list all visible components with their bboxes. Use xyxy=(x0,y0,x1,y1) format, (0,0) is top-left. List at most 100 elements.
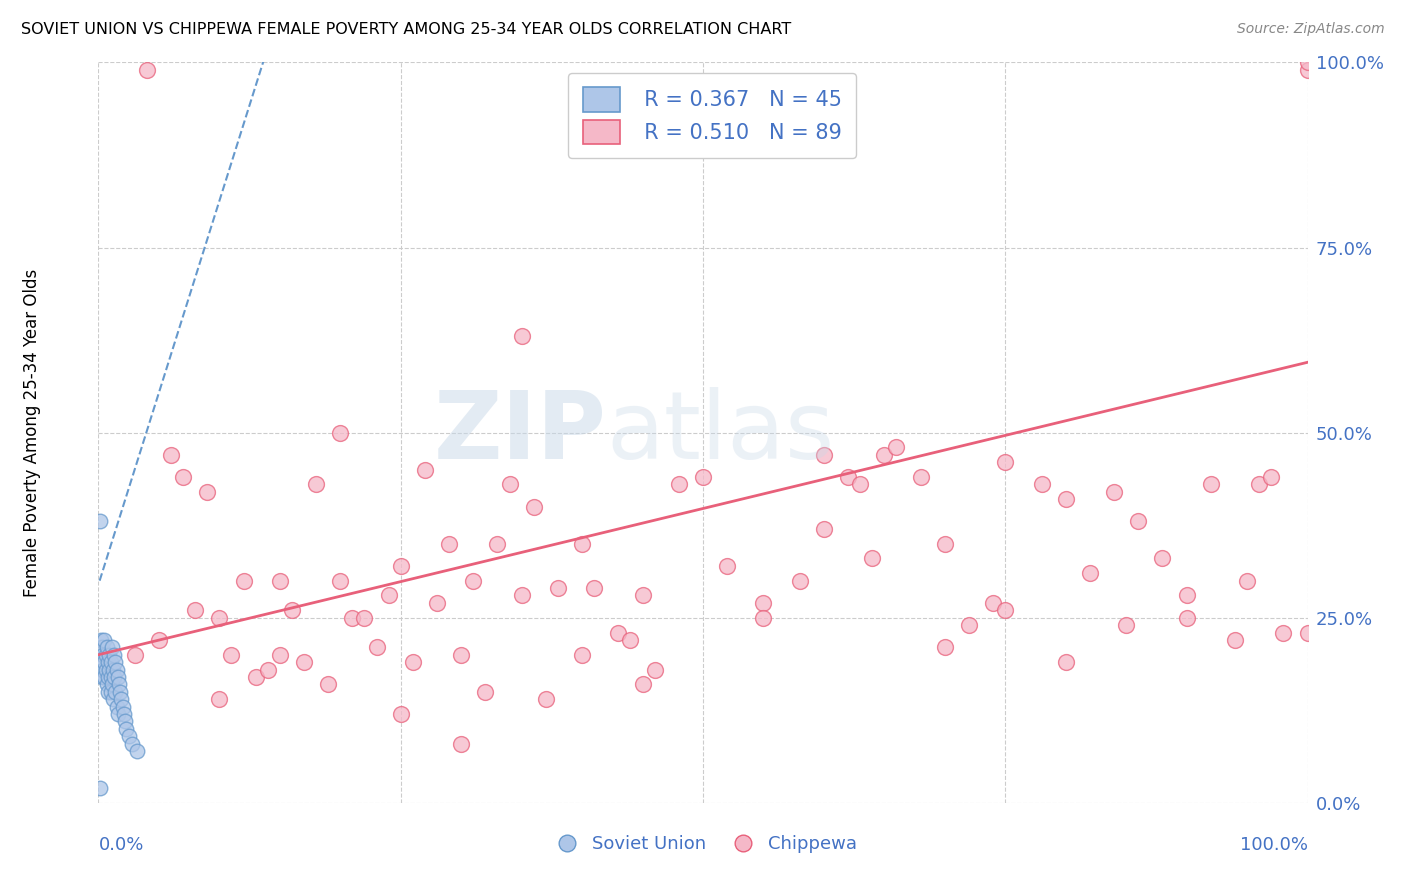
Point xyxy=(208,610,231,624)
Point xyxy=(118,729,141,743)
Point xyxy=(93,670,115,684)
Point xyxy=(112,706,135,721)
Point xyxy=(269,574,291,588)
Point xyxy=(97,670,120,684)
Point xyxy=(547,581,569,595)
Point xyxy=(377,589,399,603)
Point xyxy=(342,610,364,624)
Point xyxy=(1296,62,1319,77)
Point xyxy=(1249,477,1271,491)
Point xyxy=(934,640,956,655)
Point xyxy=(100,655,122,669)
Point xyxy=(873,448,896,462)
Point xyxy=(631,677,654,691)
Point xyxy=(127,744,149,758)
Point xyxy=(886,441,908,455)
Point xyxy=(96,677,118,691)
Legend: Soviet Union, Chippewa: Soviet Union, Chippewa xyxy=(541,828,865,861)
Point xyxy=(994,603,1017,617)
Point xyxy=(232,574,254,588)
Point xyxy=(94,648,117,662)
Point xyxy=(619,632,641,647)
Point xyxy=(860,551,883,566)
Point xyxy=(94,663,117,677)
Point xyxy=(104,685,127,699)
Point xyxy=(329,574,352,588)
Point xyxy=(89,515,111,529)
Point xyxy=(413,462,436,476)
Point xyxy=(474,685,496,699)
Point xyxy=(1152,551,1174,566)
Point xyxy=(1296,625,1319,640)
Point xyxy=(316,677,339,691)
Point xyxy=(837,470,859,484)
Point xyxy=(101,663,124,677)
Point xyxy=(292,655,315,669)
Text: 100.0%: 100.0% xyxy=(1240,836,1308,855)
Point xyxy=(91,663,114,677)
Point xyxy=(450,737,472,751)
Point xyxy=(89,780,111,795)
Point xyxy=(813,522,835,536)
Point xyxy=(104,655,127,669)
Point xyxy=(100,677,122,691)
Point xyxy=(160,448,183,462)
Point xyxy=(172,470,194,484)
Point xyxy=(108,677,131,691)
Point xyxy=(90,655,112,669)
Point xyxy=(245,670,267,684)
Point xyxy=(523,500,546,514)
Point xyxy=(1223,632,1246,647)
Point xyxy=(103,670,125,684)
Point xyxy=(463,574,485,588)
Point xyxy=(195,484,218,499)
Point xyxy=(389,706,412,721)
Point xyxy=(1296,55,1319,70)
Point xyxy=(269,648,291,662)
Point xyxy=(644,663,666,677)
Point xyxy=(981,596,1004,610)
Point xyxy=(583,581,606,595)
Point xyxy=(100,640,122,655)
Point xyxy=(93,632,115,647)
Point xyxy=(1054,492,1077,507)
Point xyxy=(402,655,425,669)
Point xyxy=(389,558,412,573)
Point xyxy=(366,640,388,655)
Point xyxy=(135,62,157,77)
Point xyxy=(1031,477,1053,491)
Point xyxy=(184,603,207,617)
Point xyxy=(221,648,243,662)
Text: SOVIET UNION VS CHIPPEWA FEMALE POVERTY AMONG 25-34 YEAR OLDS CORRELATION CHART: SOVIET UNION VS CHIPPEWA FEMALE POVERTY … xyxy=(21,22,792,37)
Point xyxy=(716,558,738,573)
Point xyxy=(107,706,129,721)
Point xyxy=(208,692,231,706)
Point xyxy=(91,670,114,684)
Point xyxy=(571,648,593,662)
Point xyxy=(124,648,146,662)
Point xyxy=(1102,484,1125,499)
Text: 0.0%: 0.0% xyxy=(98,836,143,855)
Point xyxy=(1128,515,1150,529)
Point xyxy=(114,714,136,729)
Point xyxy=(1175,589,1198,603)
Point xyxy=(571,536,593,550)
Point xyxy=(534,692,557,706)
Point xyxy=(97,685,120,699)
Point xyxy=(1078,566,1101,581)
Point xyxy=(813,448,835,462)
Point xyxy=(105,663,128,677)
Point xyxy=(934,536,956,550)
Point xyxy=(486,536,509,550)
Point xyxy=(510,329,533,343)
Text: Female Poverty Among 25-34 Year Olds: Female Poverty Among 25-34 Year Olds xyxy=(22,268,41,597)
Point xyxy=(1115,618,1137,632)
Point xyxy=(96,640,118,655)
Point xyxy=(115,722,138,736)
Point xyxy=(752,596,775,610)
Point xyxy=(752,610,775,624)
Point xyxy=(110,692,132,706)
Point xyxy=(91,640,114,655)
Point xyxy=(1054,655,1077,669)
Point xyxy=(148,632,170,647)
